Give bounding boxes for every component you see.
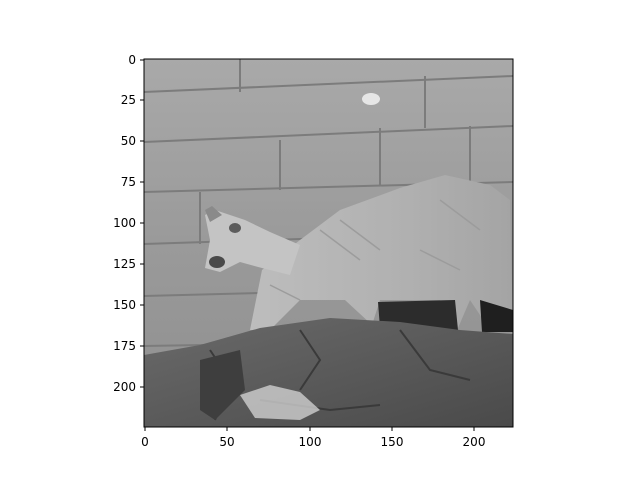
x-tick-label: 100 xyxy=(299,435,322,449)
axes-frame xyxy=(143,58,514,428)
wall-mortar-lines xyxy=(144,59,513,347)
y-tick-label: 200 xyxy=(113,380,136,394)
x-axis xyxy=(144,427,475,431)
photo-image xyxy=(144,59,513,427)
x-tick-label: 0 xyxy=(141,435,149,449)
y-axis xyxy=(140,59,144,388)
x-tick-label: 150 xyxy=(381,435,404,449)
rock-highlight xyxy=(240,385,320,420)
rock-ledge xyxy=(144,318,513,427)
y-tick-label: 100 xyxy=(113,216,136,230)
rock-dark-patch xyxy=(200,350,245,420)
y-tick-label: 50 xyxy=(121,134,136,148)
y-tick-label: 175 xyxy=(113,339,136,353)
y-tick-label: 150 xyxy=(113,298,136,312)
y-tick-label: 0 xyxy=(128,53,136,67)
y-tick-label: 125 xyxy=(113,257,136,271)
wall-light-spot xyxy=(362,93,380,105)
y-tick-label: 25 xyxy=(121,93,136,107)
y-tick-label: 75 xyxy=(121,175,136,189)
x-tick-label: 50 xyxy=(219,435,234,449)
x-tick-label: 200 xyxy=(463,435,486,449)
